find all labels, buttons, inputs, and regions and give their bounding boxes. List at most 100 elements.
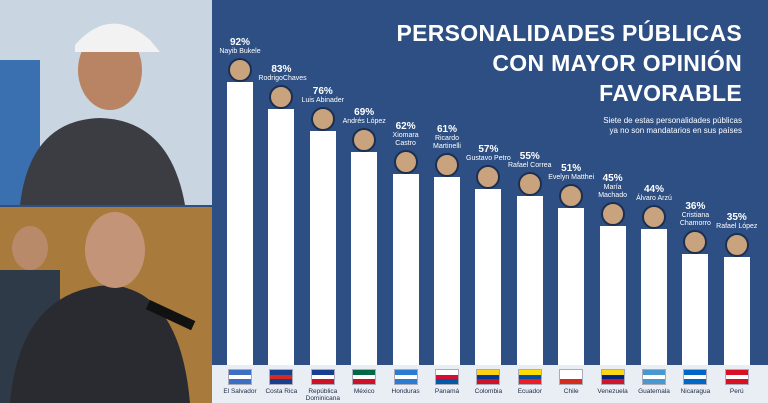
country-label: Venezuela xyxy=(597,388,628,395)
flag xyxy=(270,370,293,385)
country-label: Nicaragua xyxy=(680,388,711,395)
flag-stripe xyxy=(477,370,500,375)
flag-stripe xyxy=(725,379,748,385)
portrait xyxy=(559,183,584,208)
bar-label: 69% Andrés López xyxy=(334,107,394,153)
value-label: 36% xyxy=(685,201,706,213)
flag xyxy=(229,370,251,385)
bar xyxy=(392,174,419,365)
flag-stripe xyxy=(229,374,251,380)
bar xyxy=(434,177,460,365)
flag-stripe xyxy=(560,374,583,380)
bar xyxy=(351,152,378,365)
flag xyxy=(311,370,334,385)
country-label: Panamá xyxy=(434,388,460,395)
flag xyxy=(477,370,500,385)
flag xyxy=(353,370,376,385)
portrait xyxy=(435,153,459,178)
mic xyxy=(145,300,196,331)
flag-stripe xyxy=(311,379,334,385)
flag-stripe xyxy=(601,374,624,380)
country-label: Costa Rica xyxy=(265,388,298,395)
flag-stripe xyxy=(477,379,500,385)
flag-stripe xyxy=(353,374,376,380)
portrait xyxy=(724,233,749,258)
cap xyxy=(75,23,160,52)
person-name: Xiomara Castro xyxy=(392,132,419,148)
flag-stripe xyxy=(601,379,624,385)
value-label: 69% xyxy=(354,107,375,119)
face xyxy=(12,226,48,270)
flag-stripe xyxy=(643,370,665,375)
flag-stripe xyxy=(311,370,334,375)
value-label: 61% xyxy=(436,124,457,136)
person-name: Cristiana Chamorro xyxy=(679,212,711,228)
portrait xyxy=(269,85,294,110)
bar-label: 35% Rafael López xyxy=(707,212,767,258)
country-label: Guatemala xyxy=(638,388,670,395)
value-label: 55% xyxy=(519,150,540,162)
flag-stripe xyxy=(684,374,707,380)
flag-stripe xyxy=(518,374,541,380)
portrait xyxy=(228,57,252,82)
bar-label: 76% Luis Abinader xyxy=(293,86,353,131)
bar xyxy=(516,195,543,365)
bar xyxy=(682,254,709,365)
bar-label: 62% Xiomara Castro xyxy=(376,121,436,175)
flag-stripe xyxy=(725,374,748,380)
shirt xyxy=(20,118,185,205)
country-label: Perú xyxy=(729,388,744,395)
bar xyxy=(227,81,253,365)
person-name: Luis Abinader xyxy=(301,96,344,104)
portrait xyxy=(642,205,666,230)
flag-stripe xyxy=(270,374,293,380)
country-label: México xyxy=(353,388,375,395)
flag-stripe xyxy=(270,379,293,385)
title-line: FAVORABLE xyxy=(599,80,742,106)
flag-stripe xyxy=(353,379,376,385)
flag-stripe xyxy=(394,379,417,385)
value-label: 92% xyxy=(229,36,250,48)
flag-stripe xyxy=(353,370,376,375)
value-label: 45% xyxy=(602,173,623,185)
flag xyxy=(394,370,417,385)
flag-stripe xyxy=(229,370,251,375)
flag-stripe xyxy=(518,370,541,375)
title: PERSONALIDADES PÚBLICAS CON MAYOR OPINIÓN… xyxy=(396,18,742,108)
value-label: 76% xyxy=(312,85,333,97)
flag-stripe xyxy=(560,379,583,385)
person-name: RodrigoChaves xyxy=(258,75,307,83)
country-label: Ecuador xyxy=(517,388,542,395)
portrait xyxy=(600,202,625,227)
flag-stripe xyxy=(311,374,334,380)
flag-stripe xyxy=(684,370,707,375)
subtitle: Siete de estas personalidades públicas ya… xyxy=(603,116,742,136)
flag-stripe xyxy=(684,379,707,385)
person-name: María Machado xyxy=(598,184,627,200)
subtitle-line: Siete de estas personalidades públicas xyxy=(603,116,742,125)
flag-stripe xyxy=(436,379,458,385)
country-label: Honduras xyxy=(391,388,420,395)
bar-label: 92% Nayib Bukele xyxy=(210,37,270,82)
bar-label: 51% Evelyn Matthei xyxy=(541,163,601,208)
bar xyxy=(558,207,585,365)
flag-stripe xyxy=(643,374,665,380)
title-line: PERSONALIDADES PÚBLICAS xyxy=(396,20,742,46)
bar-label: 55% Rafael Correa xyxy=(500,151,560,196)
person-name: Álvaro Arzú xyxy=(636,195,672,203)
flag xyxy=(684,370,707,385)
person-name: Andrés López xyxy=(342,118,386,126)
flag xyxy=(601,370,624,385)
bar-label: 61% Ricardo Martinelli xyxy=(417,124,477,178)
person-name: Rafael Correa xyxy=(508,161,552,169)
flag-stripe xyxy=(229,379,251,385)
title-line: CON MAYOR OPINIÓN xyxy=(492,50,742,76)
bar xyxy=(723,257,750,365)
flag-stripe xyxy=(643,379,665,385)
person-name: Gustavo Petro xyxy=(466,155,511,163)
portrait xyxy=(517,171,542,196)
value-label: 62% xyxy=(395,121,416,133)
value-label: 57% xyxy=(478,144,499,156)
